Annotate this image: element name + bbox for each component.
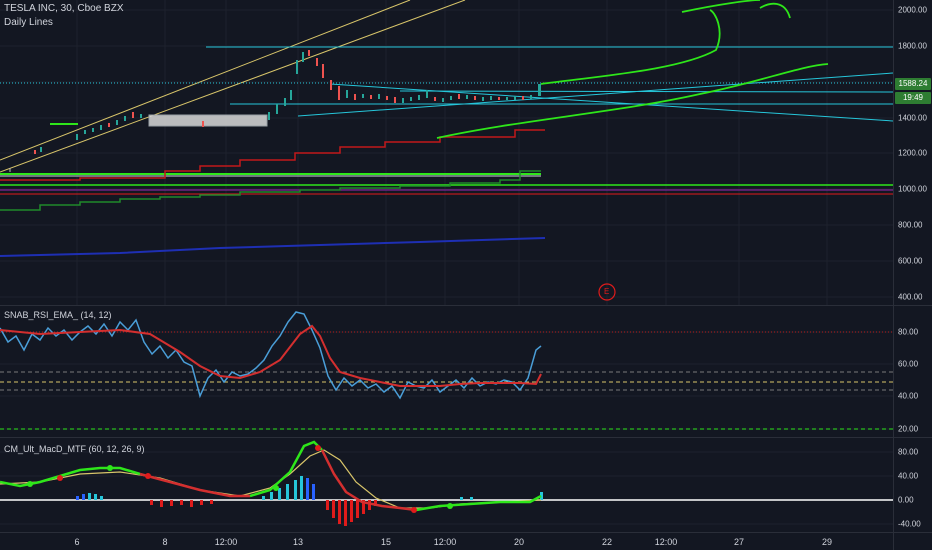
rsi-tick: 60.00 [898, 359, 919, 369]
price-axis[interactable]: 2000.00 1800.00 1400.00 1200.00 1000.00 … [893, 0, 932, 305]
pane-separator[interactable] [0, 437, 932, 438]
symbol-title[interactable]: TESLA INC, 30, Cboe BZX [4, 3, 124, 14]
rsi-tick: 80.00 [898, 327, 919, 337]
countdown-tag: 19:49 [895, 92, 931, 104]
trend-line-up [297, 72, 893, 117]
price-tick: 400.00 [898, 292, 923, 302]
price-tick: 1400.00 [898, 113, 927, 123]
pane-separator[interactable] [0, 305, 932, 306]
price-tick: 1000.00 [898, 184, 927, 194]
macd-pane[interactable]: CM_Ult_MacD_MTF (60, 12, 26, 9) [0, 438, 893, 532]
trend-line-down [329, 83, 893, 122]
macd-tick: 40.00 [898, 471, 919, 481]
time-tick: 6 [74, 537, 80, 547]
rsi-pane[interactable]: SNAB_RSI_EMA_ (14, 12) [0, 306, 893, 437]
time-tick: 8 [162, 537, 168, 547]
time-tick: 20 [513, 537, 525, 547]
rsi-tick: 20.00 [898, 424, 919, 434]
macd-tick: 80.00 [898, 447, 919, 457]
macd-canvas [0, 440, 893, 526]
pane-separator [0, 532, 932, 533]
price-tick: 1800.00 [898, 41, 927, 51]
macd-title[interactable]: CM_Ult_MacD_MTF (60, 12, 26, 9) [4, 444, 145, 454]
rsi-axis[interactable]: 80.00 60.00 40.00 20.00 [893, 306, 932, 437]
macd-histogram [76, 476, 543, 526]
time-tick: 29 [821, 537, 833, 547]
macd-tick: -40.00 [898, 519, 921, 529]
axis-corner [893, 533, 932, 550]
rsi-canvas [0, 311, 893, 430]
time-tick: 12:00 [214, 537, 238, 547]
macd-axis[interactable]: 80.00 40.00 0.00 -40.00 [893, 438, 932, 532]
earnings-marker-label[interactable]: E [604, 287, 610, 296]
price-tick: 600.00 [898, 256, 923, 266]
last-price-tag: 1588.24 [895, 78, 931, 90]
time-tick: 13 [292, 537, 304, 547]
time-tick: 12:00 [654, 537, 678, 547]
rsi-title[interactable]: SNAB_RSI_EMA_ (14, 12) [4, 310, 112, 320]
price-chart-pane[interactable]: TESLA INC, 30, Cboe BZX Daily Lines E [0, 0, 893, 305]
time-axis[interactable]: 6 8 12:00 13 15 12:00 20 22 12:00 27 29 [0, 533, 893, 550]
consolidation-box [148, 114, 268, 127]
price-tick: 1200.00 [898, 148, 927, 158]
time-tick: 15 [380, 537, 392, 547]
price-candles [9, 50, 541, 172]
price-tick: 2000.00 [898, 5, 927, 15]
macd-tick: 0.00 [898, 495, 914, 505]
price-chart-canvas [0, 0, 893, 305]
channel-upper-line-2 [0, 0, 466, 173]
rsi-tick: 40.00 [898, 391, 919, 401]
time-tick: 27 [733, 537, 745, 547]
trend-line-mid [399, 90, 893, 93]
earnings-marker-circle [598, 283, 616, 301]
channel-upper-line [0, 0, 411, 161]
price-tick: 800.00 [898, 220, 923, 230]
time-tick: 12:00 [433, 537, 457, 547]
time-tick: 22 [601, 537, 613, 547]
indicator-subtitle[interactable]: Daily Lines [4, 17, 53, 28]
